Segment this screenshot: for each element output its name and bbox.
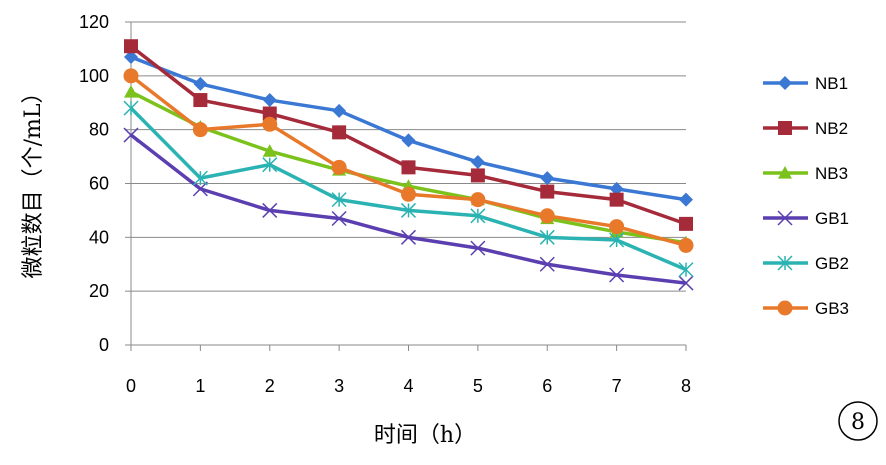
data-point — [262, 106, 277, 121]
y-tick-label: 60 — [89, 174, 109, 194]
data-point — [331, 159, 347, 175]
series-nb2 — [124, 39, 693, 231]
figure-number-badge: 8 — [838, 401, 878, 441]
y-tick-label: 100 — [79, 66, 109, 86]
series-gb2 — [123, 100, 694, 278]
data-point — [332, 103, 347, 118]
data-point — [470, 240, 486, 256]
legend-marker — [778, 76, 792, 90]
series-lines — [123, 39, 694, 291]
data-point — [609, 267, 625, 283]
data-point — [262, 157, 278, 173]
data-point — [401, 160, 416, 175]
x-tick-labels: 0 1 2 3 4 5 6 7 8 — [126, 345, 691, 396]
data-point — [124, 49, 138, 64]
x-tick-label: 2 — [265, 376, 275, 396]
y-tick-label: 40 — [89, 227, 109, 247]
x-tick-label: 3 — [334, 376, 344, 396]
data-point — [331, 192, 347, 208]
x-tick-label: 4 — [403, 376, 413, 396]
data-point — [540, 184, 555, 199]
data-point — [401, 186, 416, 202]
data-point — [192, 181, 208, 197]
badge-label: 8 — [851, 410, 865, 435]
y-tick-label: 0 — [99, 335, 109, 355]
y-axis-title: 微粒数目（个/mL） — [21, 82, 46, 279]
legend-marker — [777, 255, 793, 271]
data-point — [470, 208, 486, 224]
legend-marker — [778, 121, 792, 135]
data-point — [193, 93, 208, 108]
data-point — [262, 93, 277, 108]
legend-item-nb2: NB2 — [763, 119, 848, 138]
data-point — [678, 275, 694, 291]
data-point — [539, 229, 555, 245]
data-point — [123, 68, 139, 84]
x-axis-title: 时间（h） — [374, 423, 476, 448]
data-point — [332, 125, 347, 140]
data-point — [124, 84, 138, 98]
y-tick-labels: 0 20 40 60 80 100 120 — [79, 12, 131, 355]
series-gb1 — [123, 127, 694, 291]
legend-label: GB3 — [815, 299, 849, 318]
data-point — [262, 144, 277, 157]
legend-marker — [777, 210, 793, 226]
x-tick-label: 7 — [612, 376, 622, 396]
data-point — [470, 168, 485, 183]
series-nb1 — [124, 49, 693, 207]
data-point — [400, 202, 417, 218]
data-point — [678, 262, 694, 278]
data-point — [679, 216, 693, 231]
data-point — [470, 154, 485, 169]
legend-label: NB2 — [815, 119, 848, 138]
legend-marker — [777, 300, 793, 316]
data-point — [679, 192, 693, 207]
data-point — [609, 181, 624, 196]
data-point — [192, 170, 208, 186]
data-point — [401, 133, 416, 148]
data-point — [609, 192, 624, 207]
legend-item-gb1: GB1 — [763, 209, 849, 228]
data-point — [262, 116, 278, 132]
data-point — [262, 202, 278, 218]
legend-item-nb1: NB1 — [763, 74, 848, 93]
data-point — [400, 229, 417, 245]
badge-circle — [838, 401, 878, 441]
y-tick-label: 20 — [89, 281, 109, 301]
data-point — [609, 232, 625, 248]
series-gb3 — [123, 68, 694, 253]
legend-label: GB1 — [815, 209, 849, 228]
data-point — [123, 100, 139, 116]
legend-item-gb2: GB2 — [763, 254, 849, 273]
data-point — [192, 122, 208, 138]
legend-label: NB1 — [815, 74, 848, 93]
data-point — [331, 210, 347, 227]
legend-item-gb3: GB3 — [763, 299, 849, 318]
x-tick-label: 8 — [681, 376, 691, 396]
x-tick-label: 1 — [195, 376, 205, 396]
gridlines — [131, 21, 686, 292]
y-tick-label: 80 — [89, 120, 109, 140]
x-tick-label: 6 — [542, 376, 552, 396]
data-point — [678, 237, 694, 253]
data-point — [123, 127, 139, 143]
x-tick-label: 0 — [126, 376, 136, 396]
legend-label: GB2 — [815, 254, 849, 273]
data-point — [193, 76, 208, 91]
data-point — [539, 256, 555, 272]
x-tick-label: 5 — [473, 376, 483, 396]
y-tick-label: 120 — [79, 12, 109, 32]
data-point — [470, 192, 486, 208]
legend-marker — [778, 166, 792, 179]
legend-label: NB3 — [815, 164, 848, 183]
data-point — [124, 39, 138, 54]
legend: NB1 NB2 NB3 GB1 GB2 GB3 — [763, 74, 849, 318]
data-point — [609, 219, 625, 235]
data-point — [540, 171, 555, 186]
legend-item-nb3: NB3 — [763, 164, 848, 183]
data-point — [539, 208, 555, 224]
